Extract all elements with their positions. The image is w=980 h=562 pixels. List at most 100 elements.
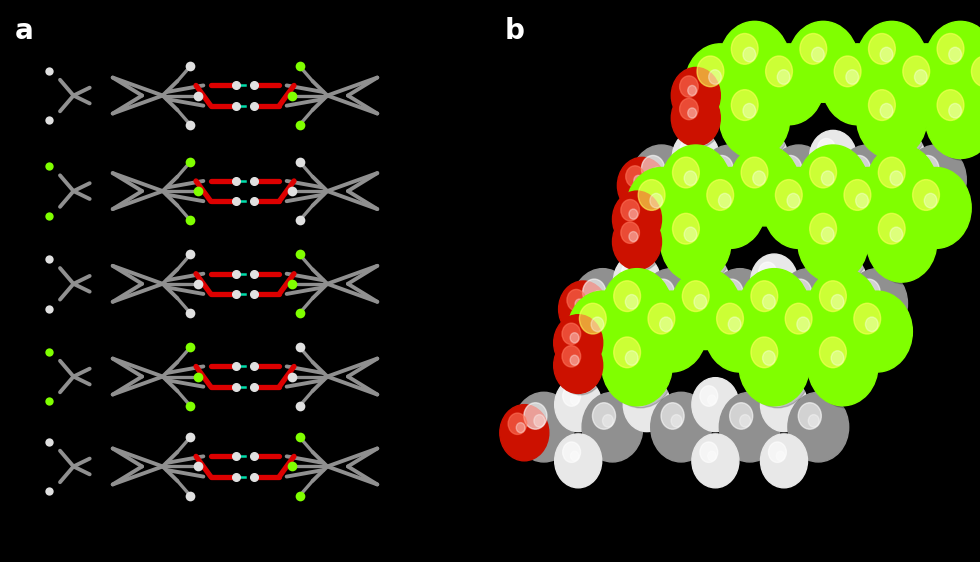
Circle shape: [607, 275, 674, 352]
Circle shape: [582, 392, 643, 462]
Circle shape: [508, 413, 527, 434]
Circle shape: [844, 180, 871, 210]
Circle shape: [813, 134, 858, 185]
Circle shape: [719, 78, 790, 158]
Circle shape: [500, 405, 549, 461]
Circle shape: [613, 310, 661, 364]
Circle shape: [755, 314, 799, 365]
Circle shape: [937, 34, 964, 64]
Circle shape: [570, 333, 579, 343]
Circle shape: [559, 382, 603, 433]
Circle shape: [719, 21, 790, 102]
Circle shape: [652, 167, 662, 180]
Circle shape: [603, 415, 613, 427]
Circle shape: [837, 145, 898, 215]
Circle shape: [662, 403, 684, 429]
Circle shape: [570, 395, 579, 405]
Circle shape: [558, 319, 604, 372]
Circle shape: [759, 50, 826, 127]
Circle shape: [563, 386, 580, 406]
Circle shape: [798, 145, 868, 226]
Circle shape: [809, 130, 857, 184]
Circle shape: [776, 451, 785, 461]
Circle shape: [696, 438, 740, 489]
Circle shape: [745, 134, 789, 185]
Circle shape: [842, 150, 900, 216]
Circle shape: [718, 193, 731, 208]
Circle shape: [910, 150, 968, 216]
Circle shape: [837, 174, 905, 251]
Circle shape: [896, 50, 963, 127]
Circle shape: [764, 382, 808, 433]
Circle shape: [690, 50, 758, 127]
Circle shape: [878, 187, 925, 241]
Circle shape: [593, 291, 604, 303]
Circle shape: [650, 193, 662, 208]
Circle shape: [886, 138, 904, 159]
Circle shape: [700, 442, 717, 463]
Circle shape: [656, 397, 713, 464]
Circle shape: [671, 415, 682, 427]
Circle shape: [803, 151, 870, 228]
Circle shape: [819, 310, 866, 364]
Circle shape: [577, 274, 635, 340]
Circle shape: [629, 328, 638, 337]
Circle shape: [831, 294, 844, 309]
Circle shape: [676, 191, 720, 242]
Circle shape: [822, 44, 893, 125]
Circle shape: [773, 291, 844, 372]
Circle shape: [803, 207, 870, 284]
Circle shape: [617, 157, 666, 214]
Circle shape: [799, 403, 821, 429]
Circle shape: [852, 274, 909, 340]
Circle shape: [555, 434, 602, 488]
Circle shape: [563, 285, 609, 338]
Circle shape: [741, 157, 768, 188]
Circle shape: [625, 294, 638, 309]
Circle shape: [698, 271, 707, 281]
Circle shape: [857, 78, 927, 158]
Circle shape: [819, 281, 847, 311]
Circle shape: [914, 70, 927, 84]
Circle shape: [680, 98, 698, 120]
Circle shape: [688, 148, 697, 157]
Circle shape: [812, 275, 880, 352]
Circle shape: [749, 138, 766, 159]
Circle shape: [971, 56, 980, 87]
Circle shape: [555, 378, 602, 432]
Circle shape: [775, 180, 803, 210]
Circle shape: [641, 297, 709, 374]
Circle shape: [612, 214, 662, 270]
Circle shape: [621, 318, 639, 339]
Circle shape: [646, 274, 704, 340]
Circle shape: [514, 392, 574, 462]
Circle shape: [949, 47, 961, 62]
Circle shape: [724, 28, 792, 105]
Circle shape: [690, 262, 708, 283]
Circle shape: [572, 297, 640, 374]
Circle shape: [817, 194, 835, 215]
Circle shape: [686, 258, 730, 309]
Circle shape: [587, 397, 645, 464]
Circle shape: [621, 200, 639, 221]
Circle shape: [700, 145, 760, 215]
Circle shape: [740, 415, 751, 427]
Circle shape: [744, 275, 811, 352]
Circle shape: [709, 70, 721, 84]
Circle shape: [861, 84, 929, 161]
Circle shape: [651, 392, 711, 462]
Circle shape: [798, 201, 868, 282]
Circle shape: [778, 297, 846, 374]
Circle shape: [625, 351, 638, 365]
Circle shape: [661, 201, 731, 282]
Circle shape: [930, 28, 980, 105]
Circle shape: [754, 44, 824, 125]
Circle shape: [731, 34, 759, 64]
Circle shape: [672, 130, 719, 184]
Circle shape: [930, 84, 980, 161]
Circle shape: [734, 151, 802, 228]
Circle shape: [764, 438, 808, 489]
Circle shape: [559, 438, 603, 489]
Circle shape: [629, 232, 638, 242]
Circle shape: [566, 289, 585, 311]
